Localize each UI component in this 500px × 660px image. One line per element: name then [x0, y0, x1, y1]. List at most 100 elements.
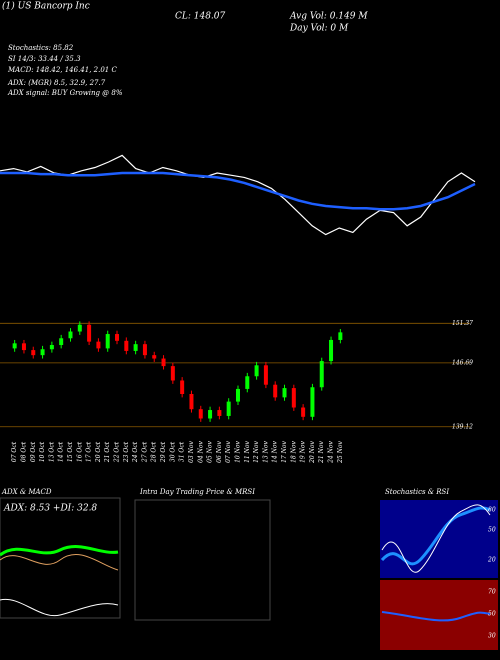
candle-body — [273, 384, 278, 398]
x-tick-label: 06 Nov — [216, 440, 223, 462]
candle-body — [115, 334, 120, 341]
x-tick-label: 07 Oct — [11, 441, 18, 462]
x-tick-label: 11 Nov — [244, 440, 251, 462]
panel-tick: 80 — [488, 507, 496, 514]
y-tick-label: 139.12 — [452, 423, 473, 430]
x-tick-label: 13 Oct — [48, 441, 55, 462]
x-tick-label: 17 Oct — [86, 441, 93, 462]
candle-body — [68, 331, 73, 339]
candle-body — [142, 344, 147, 356]
y-tick-label: 146.69 — [452, 359, 473, 366]
candle-body — [96, 341, 101, 349]
x-tick-label: 22 Oct — [114, 441, 121, 463]
candle-body — [226, 401, 231, 416]
indicator-line — [0, 154, 476, 236]
panel — [134, 499, 271, 621]
candle-body — [105, 334, 110, 349]
candle-body — [49, 345, 54, 350]
panel-tick: 70 — [488, 589, 496, 596]
x-tick-label: 20 Oct — [95, 441, 102, 463]
x-tick-label: 08 Oct — [20, 441, 27, 462]
panel-line — [0, 554, 119, 571]
panel-tick: 30 — [488, 633, 496, 640]
candle-body — [217, 410, 222, 416]
x-tick-label: 03 Nov — [188, 440, 195, 462]
x-tick-label: 20 Nov — [309, 440, 316, 463]
candle-body — [263, 365, 268, 385]
x-tick-label: 09 Oct — [30, 441, 37, 462]
indicator-line — [0, 171, 476, 211]
x-tick-label: 28 Oct — [151, 441, 158, 463]
panel-tick: 50 — [488, 527, 496, 534]
candle-body — [59, 338, 64, 346]
candle-body — [198, 409, 203, 419]
x-tick-label: 17 Nov — [281, 440, 288, 462]
x-tick-label: 27 Oct — [141, 441, 148, 463]
panel-line — [0, 545, 119, 557]
candle-body — [77, 324, 82, 332]
info: ADX signal: BUY Growing @ 8% — [7, 89, 123, 97]
candle-body — [87, 324, 92, 342]
x-tick-label: 24 Nov — [328, 440, 335, 463]
candle-body — [338, 332, 343, 340]
candle-body — [208, 410, 213, 419]
panel-value: ADX: 8.53 +DI: 32.8 — [3, 504, 97, 514]
candle-body — [40, 349, 45, 356]
x-tick-label: 23 Oct — [123, 441, 130, 463]
x-tick-label: 10 Oct — [39, 441, 46, 462]
candle-body — [12, 343, 17, 349]
x-tick-label: 24 Oct — [132, 441, 139, 463]
candle-body — [329, 339, 334, 362]
panel-title: ADX & MACD — [1, 488, 52, 496]
info: SI 14/3: 33.44 / 35.3 — [8, 55, 81, 63]
candle-body — [282, 388, 287, 398]
panel-title: Intra Day Trading Price & MRSI — [139, 488, 255, 496]
panel — [0, 497, 121, 619]
info: Stochastics: 85.82 — [8, 44, 74, 52]
x-tick-label: 31 Oct — [179, 441, 186, 462]
candle-body — [301, 407, 306, 417]
panel-tick: 50 — [488, 611, 496, 618]
panel-line — [381, 611, 491, 622]
header-line: CL: 148.07 — [175, 12, 226, 22]
y-tick-label: 151.37 — [452, 320, 473, 327]
x-tick-label: 18 Nov — [290, 440, 297, 462]
x-tick-label: 25 Nov — [337, 440, 344, 463]
panel — [380, 500, 498, 578]
candle-body — [170, 366, 175, 381]
x-tick-label: 04 Nov — [197, 440, 204, 462]
candle-body — [254, 365, 259, 377]
candle-body — [291, 388, 296, 408]
header-line: Day Vol: 0 M — [289, 24, 349, 34]
header-line: Avg Vol: 0.149 M — [289, 12, 368, 22]
x-tick-label: 19 Nov — [300, 440, 307, 462]
x-tick-label: 05 Nov — [207, 440, 214, 462]
info: ADX: (MGR) 8.5, 32.9, 27.7 — [7, 79, 106, 87]
candle-body — [124, 340, 129, 351]
candle-body — [319, 361, 324, 388]
x-tick-label: 12 Nov — [253, 440, 260, 462]
x-tick-label: 30 Oct — [169, 441, 176, 462]
x-tick-label: 21 Nov — [318, 440, 325, 463]
candle-body — [189, 394, 194, 410]
candle-body — [152, 355, 157, 359]
candle-body — [161, 358, 166, 367]
panel-line — [0, 598, 119, 617]
panel-line — [380, 506, 491, 566]
x-tick-label: 14 Nov — [272, 440, 279, 462]
candle-body — [31, 350, 36, 356]
candle-body — [180, 380, 185, 394]
x-tick-label: 13 Nov — [262, 440, 269, 462]
x-tick-label: 16 Oct — [76, 441, 83, 462]
panel-line — [381, 504, 491, 573]
header-line: (1) US Bancorp Inc — [2, 1, 90, 12]
candle-body — [133, 344, 138, 351]
info: MACD: 148.42, 146.41, 2.01 C — [7, 66, 117, 74]
x-tick-label: 29 Oct — [160, 441, 167, 463]
candle-body — [235, 388, 240, 402]
x-tick-label: 21 Oct — [104, 441, 111, 463]
x-tick-label: 15 Oct — [67, 441, 74, 462]
panel-title: Stochastics & RSI — [385, 488, 449, 496]
x-tick-label: 14 Oct — [58, 441, 65, 462]
